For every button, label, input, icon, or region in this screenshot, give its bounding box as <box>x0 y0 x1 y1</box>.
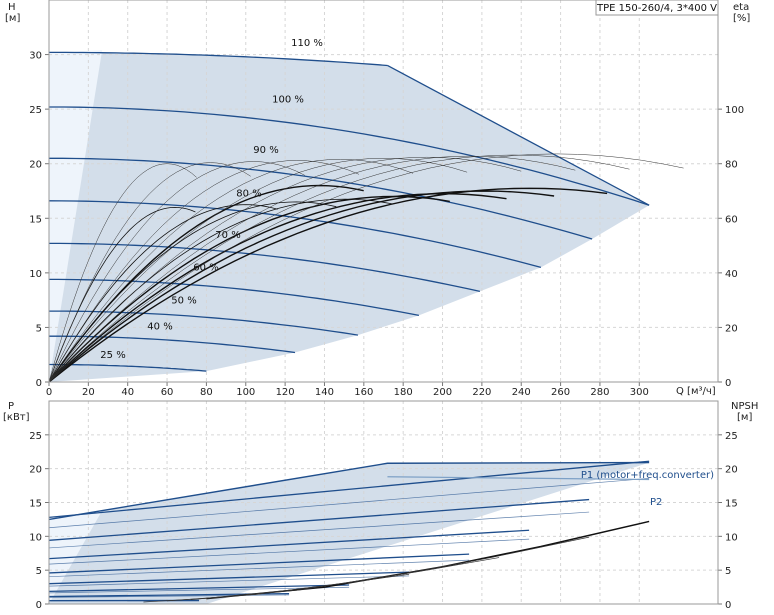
head-curve-label: 90 % <box>253 145 278 156</box>
x-tick-label: 40 <box>121 387 134 398</box>
operating-range-area <box>49 52 649 382</box>
y-right-tick-label: 60 <box>725 214 738 225</box>
x-tick-label: 200 <box>433 387 452 398</box>
head-curve-label: 50 % <box>171 295 196 306</box>
head-curve-label: 80 % <box>236 188 261 199</box>
y-left-tick-label-bottom: 5 <box>36 566 42 577</box>
y-left-tick-label: 20 <box>29 160 42 171</box>
y-right-label-bottom-2: [м] <box>737 412 752 423</box>
chart-title: TPE 150-260/4, 3*400 V <box>596 3 717 14</box>
y-left-tick-label: 5 <box>36 323 42 334</box>
x-tick-label: 140 <box>315 387 334 398</box>
head-curve-label: 25 % <box>100 350 125 361</box>
x-tick-label: 0 <box>46 387 52 398</box>
p1-series-label: P1 (motor+freq.converter) <box>581 470 714 481</box>
x-tick-label: 160 <box>354 387 373 398</box>
x-tick-label: 60 <box>161 387 174 398</box>
y-right-tick-label-bottom: 25 <box>725 431 738 442</box>
y-right-tick-label: 80 <box>725 160 738 171</box>
x-tick-label: 220 <box>472 387 491 398</box>
x-tick-label: 20 <box>82 387 95 398</box>
x-tick-label: 80 <box>200 387 213 398</box>
y-left-label-top-2: [м] <box>5 13 20 24</box>
head-curve-label: 110 % <box>291 38 323 49</box>
x-tick-label: 260 <box>551 387 570 398</box>
y-right-tick-label-bottom: 10 <box>725 532 738 543</box>
y-right-tick-label-bottom: 5 <box>725 566 731 577</box>
y-right-tick-label-bottom: 15 <box>725 499 738 510</box>
y-right-label-bottom-1: NPSH <box>731 401 758 412</box>
y-right-tick-label: 100 <box>725 105 744 116</box>
y-left-tick-label-bottom: 15 <box>29 499 42 510</box>
y-left-tick-label: 10 <box>29 269 42 280</box>
head-curve-label: 60 % <box>193 263 218 274</box>
y-right-tick-label-bottom: 0 <box>725 600 731 611</box>
y-left-label-bottom-2: [кВт] <box>3 412 30 423</box>
x-axis-label: Q [м³/ч] <box>676 386 716 397</box>
y-left-tick-label: 30 <box>29 51 42 62</box>
y-right-label-top-1: eta <box>733 2 749 13</box>
x-tick-label: 280 <box>590 387 609 398</box>
y-left-tick-label-bottom: 25 <box>29 431 42 442</box>
y-left-tick-label-bottom: 20 <box>29 465 42 476</box>
y-right-tick-label: 40 <box>725 269 738 280</box>
y-left-tick-label-bottom: 10 <box>29 532 42 543</box>
p2-series-label: P2 <box>650 497 662 508</box>
x-tick-label: 120 <box>276 387 295 398</box>
y-right-tick-label-bottom: 20 <box>725 465 738 476</box>
x-tick-label: 240 <box>512 387 531 398</box>
head-curve-label: 40 % <box>147 322 172 333</box>
head-curve-label: 100 % <box>272 95 304 106</box>
y-left-label-top-1: H <box>8 2 16 13</box>
x-tick-label: 180 <box>394 387 413 398</box>
head-curve-label: 70 % <box>215 230 240 241</box>
y-left-tick-label: 25 <box>29 105 42 116</box>
x-tick-label: 100 <box>236 387 255 398</box>
y-left-tick-label: 15 <box>29 214 42 225</box>
x-tick-label: 300 <box>630 387 649 398</box>
y-right-tick-label: 20 <box>725 323 738 334</box>
y-left-label-bottom-1: P <box>8 401 14 412</box>
y-left-tick-label: 0 <box>36 378 42 389</box>
y-right-tick-label: 0 <box>725 378 731 389</box>
y-left-tick-label-bottom: 0 <box>36 600 42 611</box>
y-right-label-top-2: [%] <box>733 13 750 24</box>
